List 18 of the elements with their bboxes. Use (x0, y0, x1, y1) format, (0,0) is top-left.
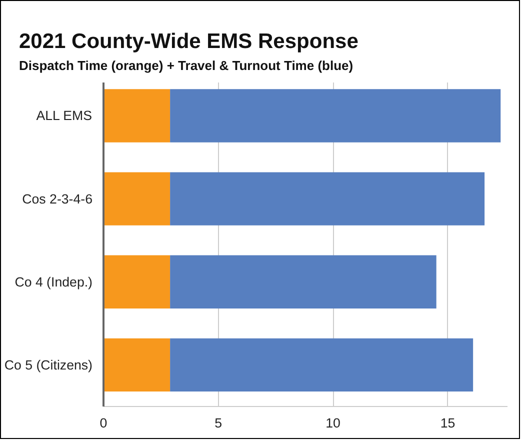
x-tick-label: 0 (100, 415, 108, 430)
bar (170, 172, 485, 225)
x-tick-label: 5 (214, 415, 222, 430)
bar (104, 172, 170, 225)
bar (104, 338, 170, 392)
bar (170, 254, 436, 308)
chart-title: 2021 County-Wide EMS Response (19, 29, 358, 55)
chart-subtitle: Dispatch Time (orange) + Travel & Turnout Time (blue) (19, 57, 354, 75)
y-tick-label: ALL EMS (36, 108, 92, 123)
bar (170, 88, 501, 142)
y-tick-label: Cos 2-3-4-6 (22, 190, 93, 206)
x-tick-label: 10 (326, 415, 340, 430)
bar (170, 338, 474, 392)
y-tick-label: Co 4 (Indep.) (14, 274, 93, 289)
y-tick-label: Co 5 (Citizens) (4, 357, 93, 372)
x-tick-label: 15 (440, 415, 456, 430)
bar (104, 88, 170, 142)
bar (104, 254, 170, 308)
